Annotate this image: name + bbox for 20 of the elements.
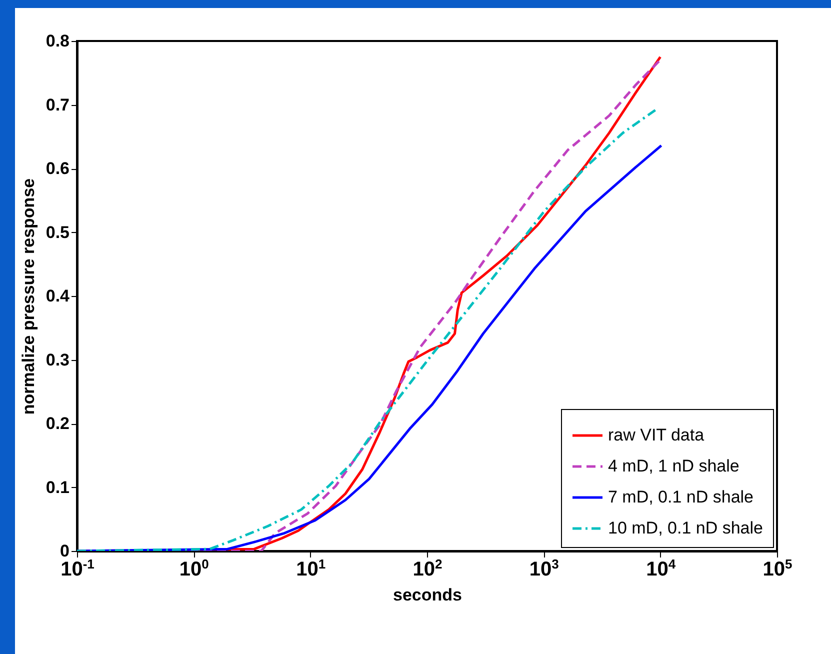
x-tick-label: 10$^{1}$ [296,556,326,580]
legend-label: 10 mD, 0.1 nD shale [608,518,763,538]
x-tick-label: 10$^{0}$ [179,556,209,580]
legend-label: 7 mD, 0.1 nD shale [608,488,754,506]
x-tick-label: 10$^{4}$ [646,556,676,580]
x-axis-title: seconds [393,586,462,604]
y-tick-label: 0.7 [46,95,70,114]
legend-label: 4 mD, 1 nD shale [608,456,740,476]
y-tick-label: 0.2 [46,414,70,433]
y-tick-label: 0.1 [46,478,70,497]
legend-label: raw VIT data [608,426,705,444]
x-tick-label: 10$^{5}$ [762,556,792,580]
x-tick-label: 10$^{2}$ [412,556,442,580]
y-tick-label: 0.3 [46,350,70,370]
y-tick-label: 0.8 [46,32,70,50]
y-tick-label: 0.5 [46,222,70,242]
y-tick-label: 0.4 [46,286,70,306]
y-axis-title: normalize pressure response [18,178,38,415]
x-tick-label: 10$^{3}$ [529,556,559,580]
y-tick-label: 0.6 [46,159,70,178]
